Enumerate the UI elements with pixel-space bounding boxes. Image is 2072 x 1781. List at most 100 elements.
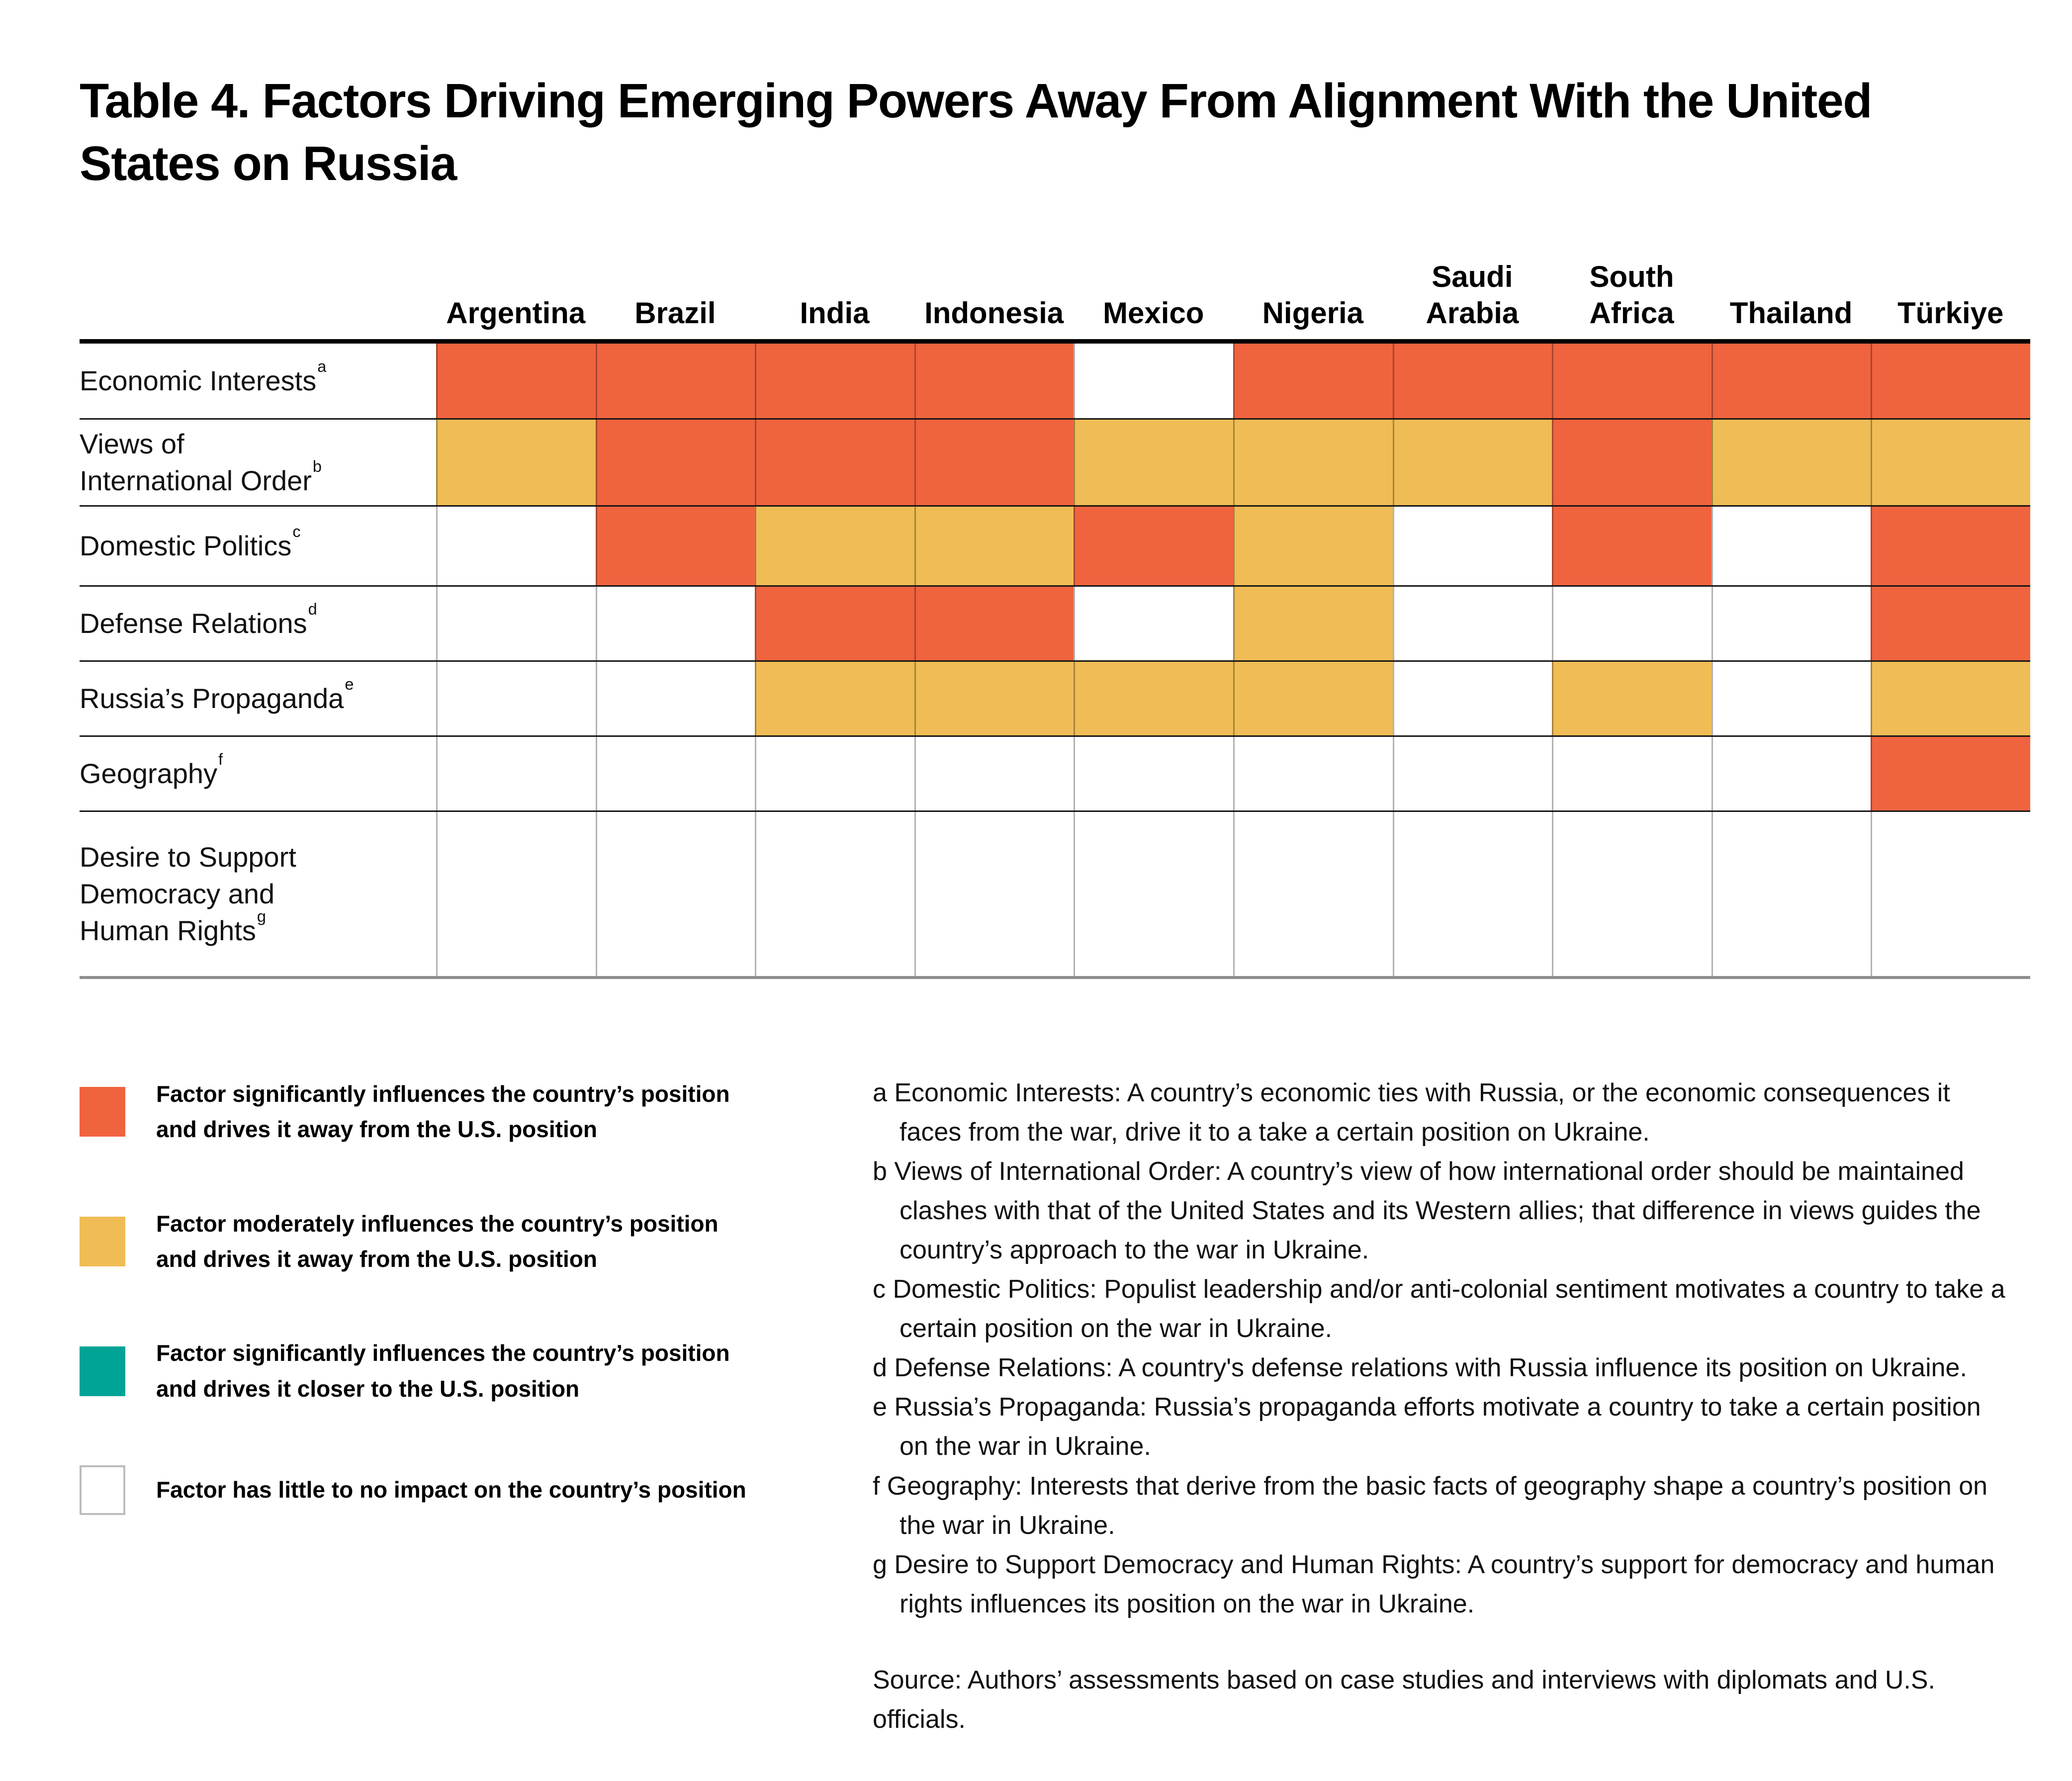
row-label-cell: Russia’s Propagandae xyxy=(80,662,436,735)
footnote-g: g Desire to Support Democracy and Human … xyxy=(873,1550,1995,1618)
column-header-nigeria: Nigeria xyxy=(1233,222,1393,339)
matrix-cell-indonesia-defense-relations xyxy=(914,587,1074,661)
matrix-cell-nigeria-defense-relations xyxy=(1233,587,1393,661)
figure-title: Table 4. Factors Driving Emerging Powers… xyxy=(80,74,1873,191)
legend-label: Factor significantly influences the coun… xyxy=(156,1340,730,1402)
matrix-cell-saudi-arabia-economic-interests xyxy=(1392,344,1552,419)
matrix-cell-south-africa-russia-s-propaganda xyxy=(1552,662,1712,736)
matrix-cell-saudi-arabia-domestic-politics xyxy=(1392,507,1552,586)
footnote-marker-superscript: a xyxy=(317,357,327,375)
header-corner-cell xyxy=(80,222,436,339)
matrix-cell-nigeria-economic-interests xyxy=(1233,344,1393,419)
matrix-cell-nigeria-russia-s-propaganda xyxy=(1233,662,1393,736)
column-header-label: Nigeria xyxy=(1262,296,1363,330)
column-header-t-rkiye: Türkiye xyxy=(1871,222,2030,339)
footnote-marker-superscript: c xyxy=(292,522,301,540)
row-label-text: Defense Relations xyxy=(80,608,307,639)
footnote-marker-superscript: b xyxy=(312,457,322,475)
matrix-cell-south-africa-domestic-politics xyxy=(1552,507,1712,586)
matrix-cell-thailand-defense-relations xyxy=(1711,587,1871,661)
column-header-india: India xyxy=(755,222,914,339)
row-label-text: Desire to Support Democracy and Human Ri… xyxy=(80,841,296,947)
matrix-cell-brazil-geography xyxy=(595,737,755,811)
matrix-cell-mexico-economic-interests xyxy=(1074,344,1233,419)
footnote-a: a Economic Interests: A country’s econom… xyxy=(873,1078,1950,1147)
legend-label: Factor significantly influences the coun… xyxy=(156,1081,730,1143)
row-label: Views of International Orderb xyxy=(80,426,322,499)
matrix-cell-brazil-defense-relations xyxy=(595,587,755,661)
matrix-cell-india-domestic-politics xyxy=(755,507,914,586)
matrix-cell-mexico-geography xyxy=(1074,737,1233,811)
matrix-cell-t-rkiye-domestic-politics xyxy=(1871,507,2030,586)
column-header-label: Indonesia xyxy=(924,296,1064,330)
footnotes: a Economic Interests: A country’s econom… xyxy=(873,1073,2030,1739)
footnote-list: a Economic Interests: A country’s econom… xyxy=(873,1073,2016,1623)
column-header-label: Mexico xyxy=(1102,296,1204,330)
column-header-brazil: Brazil xyxy=(596,222,755,339)
column-header-south-africa: South Africa xyxy=(1552,222,1712,339)
row-label-cell: Domestic Politicsc xyxy=(80,507,436,585)
matrix-cell-t-rkiye-views-of-international-order xyxy=(1871,420,2030,506)
matrix-cell-argentina-defense-relations xyxy=(436,587,596,661)
column-header-saudi-arabia: Saudi Arabia xyxy=(1393,222,1552,339)
matrix-cell-south-africa-geography xyxy=(1552,737,1712,811)
matrix-cell-india-russia-s-propaganda xyxy=(755,662,914,736)
column-header-argentina: Argentina xyxy=(436,222,596,339)
footnote-f: f Geography: Interests that derive from … xyxy=(873,1471,1988,1540)
row-label: Domestic Politicsc xyxy=(80,523,301,564)
legend-item-none: Factor has little to no impact on the co… xyxy=(80,1465,873,1515)
matrix-cell-mexico-defense-relations xyxy=(1074,587,1233,661)
legend: Factor significantly influences the coun… xyxy=(80,1073,873,1739)
matrix-cell-argentina-geography xyxy=(436,737,596,811)
source-note: Source: Authors’ assessments based on ca… xyxy=(873,1665,1935,1734)
column-header-label: Saudi Arabia xyxy=(1426,260,1519,330)
table-body: Economic Interestsa Views of Internationa… xyxy=(80,344,2030,980)
matrix-cell-t-rkiye-defense-relations xyxy=(1871,587,2030,661)
matrix-cell-south-africa-views-of-international-order xyxy=(1552,420,1712,506)
matrix-cell-indonesia-russia-s-propaganda xyxy=(914,662,1074,736)
matrix-cell-nigeria-domestic-politics xyxy=(1233,507,1393,586)
row-label-text: Russia’s Propaganda xyxy=(80,683,344,714)
matrix-cell-saudi-arabia-views-of-international-order xyxy=(1392,420,1552,506)
row-label: Desire to Support Democracy and Human Ri… xyxy=(80,839,296,949)
footnote-b: b Views of International Order: A countr… xyxy=(873,1157,1981,1265)
legend-label: Factor moderately influences the country… xyxy=(156,1210,719,1272)
footnote-d: d Defense Relations: A country's defense… xyxy=(873,1353,1967,1383)
footnote-marker-superscript: e xyxy=(345,675,354,693)
matrix-cell-indonesia-domestic-politics xyxy=(914,507,1074,586)
matrix-cell-nigeria-desire-to-support-democracy-and-human-rights xyxy=(1233,812,1393,977)
row-label: Geographyf xyxy=(80,750,223,792)
column-header-label: South Africa xyxy=(1589,260,1674,330)
table-row-desire-to-support-democracy-and-human-rights: Desire to Support Democracy and Human Ri… xyxy=(80,812,2030,980)
row-label-cell: Views of International Orderb xyxy=(80,420,436,505)
row-label-text: Economic Interests xyxy=(80,365,317,397)
legend-label: Factor has little to no impact on the co… xyxy=(156,1477,746,1503)
column-header-indonesia: Indonesia xyxy=(914,222,1074,339)
matrix-cell-t-rkiye-desire-to-support-democracy-and-human-rights xyxy=(1871,812,2030,977)
row-label: Economic Interestsa xyxy=(80,357,326,399)
row-label-cell: Defense Relationsd xyxy=(80,587,436,660)
legend-swatch-moderate-away xyxy=(80,1217,125,1267)
legend-item-significant-away: Factor significantly influences the coun… xyxy=(80,1076,873,1148)
table-row-views-of-international-order: Views of International Orderb xyxy=(80,420,2030,507)
matrix-cell-argentina-domestic-politics xyxy=(436,507,596,586)
matrix-cell-thailand-desire-to-support-democracy-and-human-rights xyxy=(1711,812,1871,977)
row-label-text: Geography xyxy=(80,758,218,790)
column-header-mexico: Mexico xyxy=(1074,222,1233,339)
matrix-cell-thailand-views-of-international-order xyxy=(1711,420,1871,506)
matrix-cell-brazil-desire-to-support-democracy-and-human-rights xyxy=(595,812,755,977)
matrix-cell-mexico-views-of-international-order xyxy=(1074,420,1233,506)
row-label-text: Views of International Order xyxy=(80,428,312,497)
footnote-c: c Domestic Politics: Populist leadership… xyxy=(873,1275,2005,1343)
matrix-cell-south-africa-economic-interests xyxy=(1552,344,1712,419)
matrix-cell-mexico-desire-to-support-democracy-and-human-rights xyxy=(1074,812,1233,977)
column-header-label: Türkiye xyxy=(1897,296,2004,330)
table-header-row: Argentina Brazil India Indonesia Mexico Niger… xyxy=(80,222,2030,344)
matrix-cell-indonesia-geography xyxy=(914,737,1074,811)
row-label-text: Domestic Politics xyxy=(80,530,292,562)
matrix-cell-nigeria-views-of-international-order xyxy=(1233,420,1393,506)
table-row-economic-interests: Economic Interestsa xyxy=(80,344,2030,420)
matrix-cell-brazil-economic-interests xyxy=(595,344,755,419)
table-figure-page: Table 4. Factors Driving Emerging Powers… xyxy=(80,74,2030,1739)
footnote-marker-superscript: d xyxy=(308,600,317,618)
